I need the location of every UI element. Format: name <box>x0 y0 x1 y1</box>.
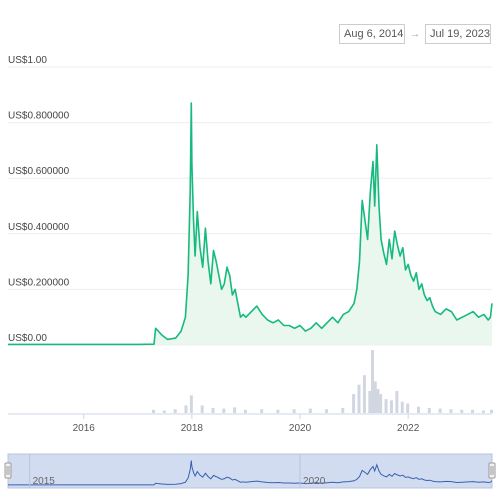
y-tick-label: US$0.600000 <box>8 166 70 177</box>
volume-bar <box>460 409 464 413</box>
volume-bar <box>362 375 366 413</box>
volume-bar <box>325 409 329 413</box>
volume-bar <box>389 400 393 413</box>
volume-bar <box>371 350 375 413</box>
volume-bar <box>449 409 453 413</box>
price-area <box>8 102 493 346</box>
x-tick-label: 2016 <box>73 423 96 434</box>
volume-bar <box>189 395 193 413</box>
volume-bar <box>233 407 237 413</box>
volume-bar <box>395 390 399 413</box>
volume-bar <box>184 405 188 413</box>
volume-bar <box>152 409 156 413</box>
volume-bar <box>384 399 388 413</box>
y-tick-label: US$0.800000 <box>8 111 70 122</box>
volume-bar <box>292 409 296 413</box>
volume-bar <box>162 410 166 413</box>
volume-bar <box>438 408 442 413</box>
price-line <box>8 102 493 346</box>
volume-bar <box>373 381 377 413</box>
volume-bar <box>357 384 361 413</box>
navigator[interactable]: 2015 2020 <box>4 453 496 489</box>
volume-bar <box>200 405 204 413</box>
range-to-input[interactable]: Jul 19, 2023 <box>425 24 491 44</box>
y-tick-label: US$0.200000 <box>8 277 70 288</box>
volume-bar <box>376 389 380 413</box>
navigator-label: 2020 <box>303 476 326 487</box>
x-axis-labels: 2016 2018 2020 2022 <box>73 414 420 434</box>
navigator-selection <box>7 453 493 489</box>
volume-bar <box>341 407 345 413</box>
volume-bar <box>211 407 215 413</box>
volume-bar <box>400 401 404 413</box>
y-tick-label: US$1.00 <box>8 55 47 66</box>
price-area-fill <box>8 103 492 345</box>
volume-bar <box>308 408 312 413</box>
x-tick-label: 2018 <box>181 423 204 434</box>
volume-bar <box>490 409 493 413</box>
volume-bar <box>173 409 177 413</box>
volume-bar <box>416 406 420 413</box>
volume-bar <box>427 407 431 413</box>
volume-bar <box>379 394 383 413</box>
volume-bar <box>406 403 410 413</box>
volume-bar <box>481 410 485 413</box>
volume-bars <box>152 350 493 413</box>
volume-bar <box>368 390 372 413</box>
navigator-handle-left[interactable] <box>4 462 12 479</box>
volume-bar <box>222 408 226 413</box>
x-tick-label: 2022 <box>397 423 420 434</box>
volume-bar <box>260 409 264 413</box>
navigator-label: 2015 <box>33 476 56 487</box>
y-tick-label: US$0.400000 <box>8 222 70 233</box>
y-tick-label: US$0.00 <box>8 333 47 344</box>
navigator-line <box>8 460 493 486</box>
range-arrow-icon: → <box>409 28 421 40</box>
volume-bar <box>243 409 247 413</box>
volume-bar <box>276 409 280 413</box>
x-tick-label: 2020 <box>289 423 312 434</box>
navigator-handle-right[interactable] <box>488 462 496 479</box>
volume-bar <box>471 409 475 413</box>
volume-bar <box>352 394 356 413</box>
range-from-input[interactable]: Aug 6, 2014 <box>339 24 405 44</box>
y-axis-labels: US$0.00 US$0.200000 US$0.400000 US$0.600000… <box>8 55 70 344</box>
